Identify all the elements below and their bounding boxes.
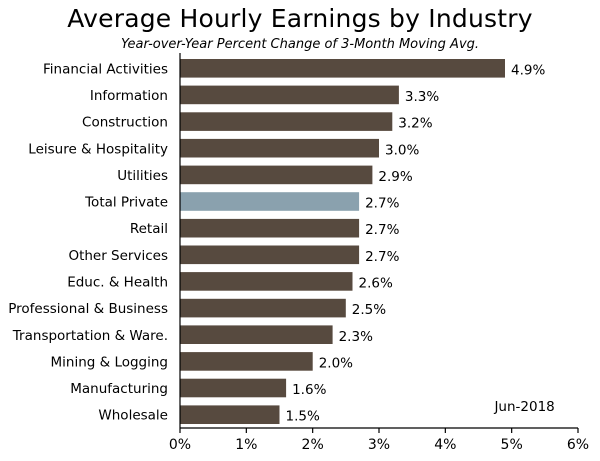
category-label: Construction <box>82 115 168 131</box>
bar <box>180 192 360 211</box>
category-label: Transportation & Ware. <box>12 328 168 344</box>
category-label: Retail <box>130 221 168 237</box>
chart-subtitle: Year-over-Year Percent Change of 3-Month… <box>120 37 480 52</box>
bar <box>180 352 313 371</box>
x-tick-label: 0% <box>169 437 191 453</box>
bar <box>180 165 373 185</box>
category-label: Leisure & Hospitality <box>28 141 168 157</box>
bar <box>180 218 360 238</box>
category-label: Educ. & Health <box>67 275 168 291</box>
data-label: 2.5% <box>352 302 386 318</box>
category-label: Information <box>90 88 168 104</box>
category-label: Utilities <box>117 168 168 184</box>
date-annotation: Jun-2018 <box>493 399 554 415</box>
data-label: 1.5% <box>286 409 320 425</box>
bar <box>180 59 505 78</box>
bar <box>180 85 399 105</box>
category-label: Other Services <box>68 248 168 264</box>
data-label: 2.6% <box>359 276 393 292</box>
data-label: 2.3% <box>339 329 373 345</box>
category-label: Manufacturing <box>70 381 168 397</box>
data-label: 1.6% <box>292 382 326 398</box>
data-label: 4.9% <box>511 62 545 78</box>
data-label: 3.2% <box>398 116 432 132</box>
bar <box>180 378 287 398</box>
bar <box>180 272 353 291</box>
data-label: 2.0% <box>319 355 353 371</box>
data-label: 2.7% <box>365 196 399 212</box>
bar <box>180 405 280 424</box>
x-tick-label: 1% <box>235 437 257 453</box>
chart-title: Average Hourly Earnings by Industry <box>67 4 533 33</box>
category-label: Mining & Logging <box>51 354 169 370</box>
bar <box>180 138 379 158</box>
x-tick-label: 5% <box>501 437 523 453</box>
x-tick-label: 3% <box>368 437 390 453</box>
data-label: 2.9% <box>378 169 412 185</box>
data-label: 2.7% <box>365 249 399 265</box>
x-tick-label: 2% <box>302 437 324 453</box>
data-label: 3.3% <box>405 89 439 105</box>
bar <box>180 245 360 265</box>
x-tick-label: 6% <box>567 437 589 453</box>
data-label: 3.0% <box>385 142 419 158</box>
bar <box>180 325 333 344</box>
data-label: 2.7% <box>365 222 399 238</box>
bar <box>180 112 393 131</box>
x-tick-label: 4% <box>434 437 456 453</box>
category-label: Professional & Business <box>8 301 168 317</box>
category-label: Wholesale <box>98 408 168 424</box>
category-label: Financial Activities <box>43 61 168 77</box>
category-label: Total Private <box>84 195 168 211</box>
bar <box>180 298 346 318</box>
